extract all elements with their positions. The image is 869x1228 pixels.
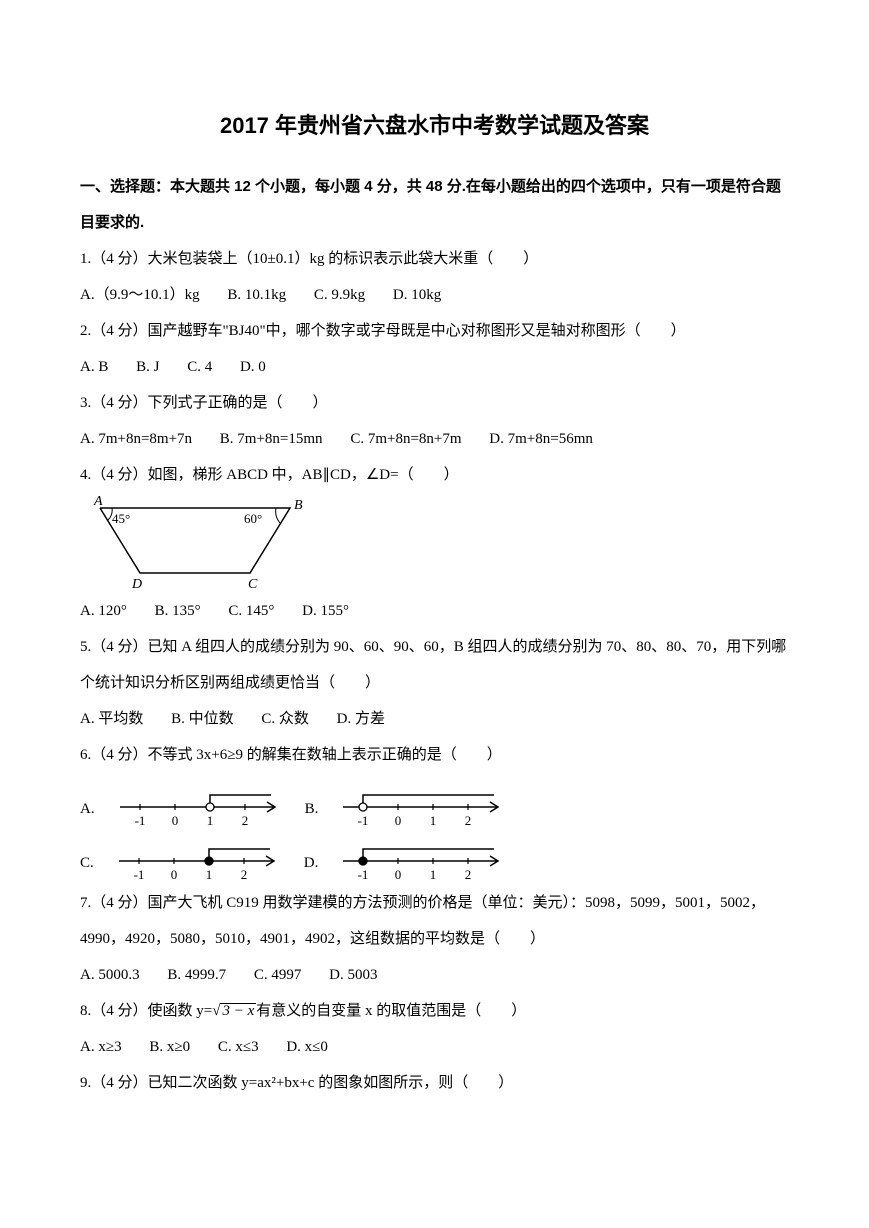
q5-opt-c: C. 众数 <box>261 701 309 737</box>
q1-text: 1.（4 分）大米包装袋上（10±0.1）kg 的标识表示此袋大米重（ ） <box>80 241 789 277</box>
q9-text: 9.（4 分）已知二次函数 y=ax²+bx+c 的图象如图所示，则（ ） <box>80 1065 789 1101</box>
q5-options: A. 平均数 B. 中位数 C. 众数 D. 方差 <box>80 701 789 737</box>
exam-page: 2017 年贵州省六盘水市中考数学试题及答案 一、选择题：本大题共 12 个小题… <box>0 0 869 1141</box>
q6-numberline-b: -1 0 1 2 <box>338 777 508 827</box>
svg-text:2: 2 <box>465 867 472 881</box>
trap-label-d: D <box>131 577 142 592</box>
svg-text:2: 2 <box>241 867 248 881</box>
q1-opt-d: D. 10kg <box>393 277 441 313</box>
svg-text:-1: -1 <box>358 867 369 881</box>
q6-numberline-d: -1 0 1 2 <box>338 831 508 881</box>
q2-opt-a: A. B <box>80 349 108 385</box>
q1-opt-b: B. 10.1kg <box>227 277 286 313</box>
q5-text: 5.（4 分）已知 A 组四人的成绩分别为 90、60、90、60，B 组四人的… <box>80 629 789 701</box>
svg-text:-1: -1 <box>134 813 145 827</box>
svg-text:1: 1 <box>430 867 437 881</box>
page-title: 2017 年贵州省六盘水市中考数学试题及答案 <box>80 100 789 153</box>
q4-opt-a: A. 120° <box>80 593 127 629</box>
q3-opt-b: B. 7m+8n=15mn <box>220 421 323 457</box>
trap-label-c: C <box>248 577 258 592</box>
q5-opt-b: B. 中位数 <box>171 701 234 737</box>
q5-opt-a: A. 平均数 <box>80 701 143 737</box>
q8-radicand: 3 − x <box>220 1003 256 1019</box>
q3-text: 3.（4 分）下列式子正确的是（ ） <box>80 385 789 421</box>
q1-opt-c: C. 9.9kg <box>314 277 365 313</box>
svg-text:-1: -1 <box>133 867 144 881</box>
q7-opt-c: C. 4997 <box>254 957 302 993</box>
q6-opt-b-label: B. <box>305 791 319 827</box>
q7-opt-a: A. 5000.3 <box>80 957 140 993</box>
q7-options: A. 5000.3 B. 4999.7 C. 4997 D. 5003 <box>80 957 789 993</box>
svg-text:1: 1 <box>430 813 437 827</box>
q4-opt-c: C. 145° <box>228 593 274 629</box>
q8-post: 有意义的自变量 x 的取值范围是（ ） <box>256 1003 526 1019</box>
q8-opt-b: B. x≥0 <box>149 1029 190 1065</box>
svg-text:1: 1 <box>206 867 213 881</box>
q6-opt-d-label: D. <box>304 845 319 881</box>
svg-text:2: 2 <box>241 813 248 827</box>
q6-numberline-a: -1 0 1 2 <box>115 777 285 827</box>
svg-text:0: 0 <box>395 813 402 827</box>
q3-options: A. 7m+8n=8m+7n B. 7m+8n=15mn C. 7m+8n=8n… <box>80 421 789 457</box>
svg-text:-1: -1 <box>358 813 369 827</box>
q2-opt-c: C. 4 <box>187 349 212 385</box>
q4-options: A. 120° B. 135° C. 145° D. 155° <box>80 593 789 629</box>
q2-opt-d: D. 0 <box>240 349 266 385</box>
trap-ang-60: 60° <box>244 511 262 526</box>
q8-options: A. x≥3 B. x≥0 C. x≤3 D. x≤0 <box>80 1029 789 1065</box>
q2-text: 2.（4 分）国产越野车"BJ40"中，哪个数字或字母既是中心对称图形又是轴对称… <box>80 313 789 349</box>
q6-row-1: A. -1 0 1 2 B. -1 0 1 2 <box>80 777 789 827</box>
q5-opt-d: D. 方差 <box>337 701 385 737</box>
q6-text: 6.（4 分）不等式 3x+6≥9 的解集在数轴上表示正确的是（ ） <box>80 737 789 773</box>
svg-text:0: 0 <box>171 813 178 827</box>
q7-text: 7.（4 分）国产大飞机 C919 用数学建模的方法预测的价格是（单位：美元）：… <box>80 885 789 957</box>
trap-label-a: A <box>93 494 103 509</box>
q4-diagram: A B C D 45° 60° <box>80 493 789 593</box>
trap-ang-45: 45° <box>112 511 130 526</box>
q4-text: 4.（4 分）如图，梯形 ABCD 中，AB∥CD，∠D=（ ） <box>80 457 789 493</box>
svg-text:2: 2 <box>465 813 472 827</box>
q4-opt-d: D. 155° <box>302 593 349 629</box>
q4-opt-b: B. 135° <box>155 593 201 629</box>
q8-opt-c: C. x≤3 <box>218 1029 259 1065</box>
q8-opt-a: A. x≥3 <box>80 1029 122 1065</box>
sqrt-icon: √3 − x <box>212 1003 256 1019</box>
trap-label-b: B <box>294 498 303 513</box>
section-1-heading: 一、选择题：本大题共 12 个小题，每小题 4 分，共 48 分.在每小题给出的… <box>80 169 789 241</box>
q6-row-2: C. -1 0 1 2 D. -1 0 1 2 <box>80 831 789 881</box>
svg-text:0: 0 <box>171 867 178 881</box>
q6-opt-a-label: A. <box>80 791 95 827</box>
q6-opt-c-label: C. <box>80 845 94 881</box>
svg-text:1: 1 <box>206 813 213 827</box>
q3-opt-d: D. 7m+8n=56mn <box>489 421 593 457</box>
q2-options: A. B B. J C. 4 D. 0 <box>80 349 789 385</box>
q3-opt-c: C. 7m+8n=8n+7m <box>350 421 461 457</box>
svg-text:0: 0 <box>395 867 402 881</box>
q8-pre: 8.（4 分）使函数 y= <box>80 1003 212 1019</box>
q8-text: 8.（4 分）使函数 y=√3 − x有意义的自变量 x 的取值范围是（ ） <box>80 993 789 1029</box>
q7-opt-d: D. 5003 <box>329 957 377 993</box>
q2-opt-b: B. J <box>136 349 159 385</box>
q6-numberline-c: -1 0 1 2 <box>114 831 284 881</box>
q3-opt-a: A. 7m+8n=8m+7n <box>80 421 192 457</box>
q1-opt-a: A.（9.9～10.1）kg <box>80 277 200 313</box>
q7-opt-b: B. 4999.7 <box>167 957 226 993</box>
q1-options: A.（9.9～10.1）kg B. 10.1kg C. 9.9kg D. 10k… <box>80 277 789 313</box>
q8-opt-d: D. x≤0 <box>286 1029 328 1065</box>
